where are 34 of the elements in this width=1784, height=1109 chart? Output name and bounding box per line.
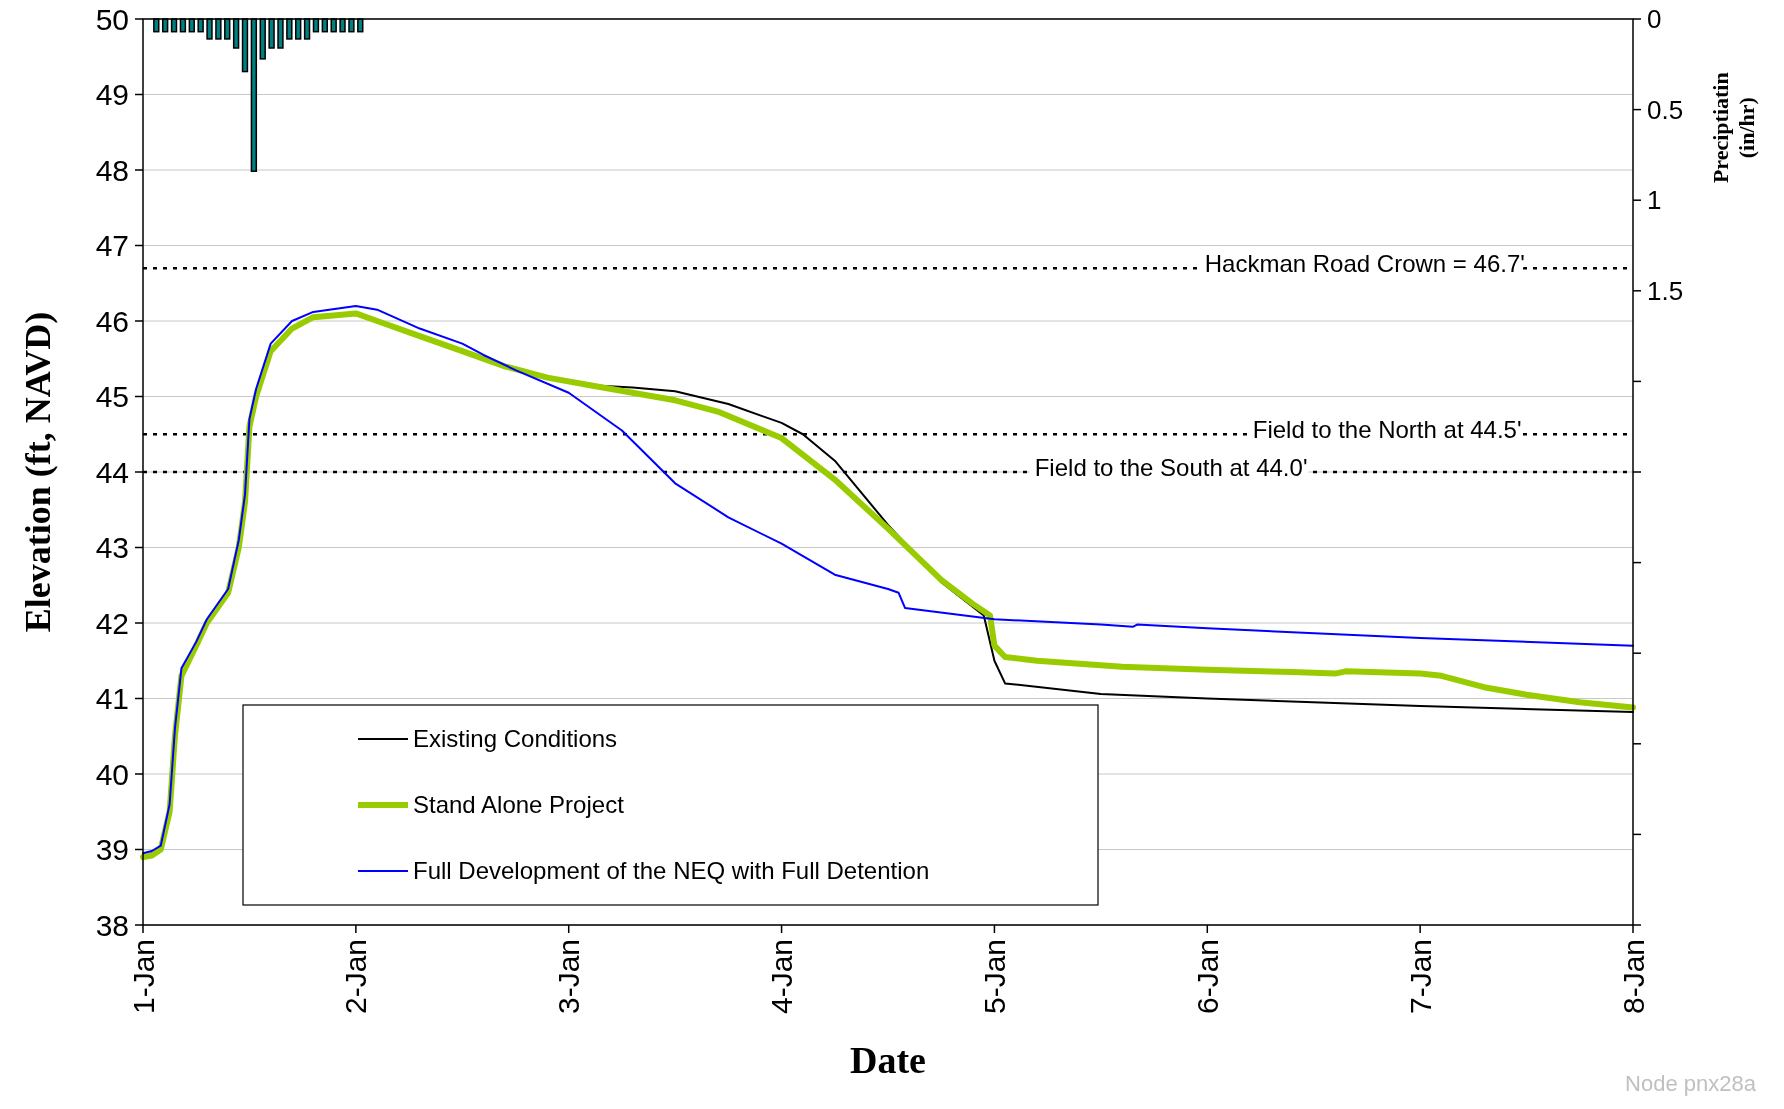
x-tick-label: 1-Jan (126, 939, 160, 1015)
y2-tick-label: 1 (1647, 185, 1662, 216)
y2-tick-label: 0 (1647, 4, 1662, 35)
legend-label: Stand Alone Project (413, 791, 625, 819)
ref-line-label: Field to the South at 44.0' (1034, 454, 1308, 481)
y-tick-label: 44 (95, 455, 129, 489)
x-tick-label: 8-Jan (1616, 939, 1650, 1015)
x-tick-label: 6-Jan (1190, 939, 1224, 1015)
y2-tick-label: 0.5 (1647, 94, 1684, 125)
y-tick-label: 47 (95, 229, 129, 262)
y-tick-label: 42 (95, 606, 129, 640)
y-tick-label: 49 (95, 78, 129, 111)
legend-label: Existing Conditions (413, 725, 618, 753)
y-tick-label: 45 (95, 380, 129, 413)
y-axis-title: Elevation (ft, NAVD) (18, 311, 58, 633)
y-tick-label: 43 (95, 531, 129, 564)
text: Node pnx28a (1625, 1071, 1757, 1096)
y2-axis-title: Preciptiatin (in/hr) (1708, 72, 1759, 184)
x-tick-label: 4-Jan (765, 939, 799, 1015)
x-tick-label: 3-Jan (552, 939, 586, 1015)
x-tick-label: 2-Jan (339, 939, 373, 1015)
y-tick-label: 48 (95, 153, 129, 187)
x-axis-title: Date (850, 1039, 926, 1081)
x-tick-label: 7-Jan (1403, 939, 1437, 1015)
x-tick-label: 5-Jan (977, 939, 1011, 1015)
y-tick-label: 40 (95, 757, 129, 791)
ref-line-label: Field to the North at 44.5' (1252, 416, 1522, 444)
y-tick-label: 46 (95, 304, 129, 338)
y-tick-label: 41 (95, 682, 129, 715)
y-tick-label: 38 (95, 908, 129, 942)
legend-label: Full Development of the NEQ with Full Detention (413, 857, 930, 885)
y2-tick-label: 1.5 (1647, 275, 1684, 306)
y-tick-label: 39 (95, 833, 129, 866)
y-tick-label: 50 (95, 2, 129, 36)
